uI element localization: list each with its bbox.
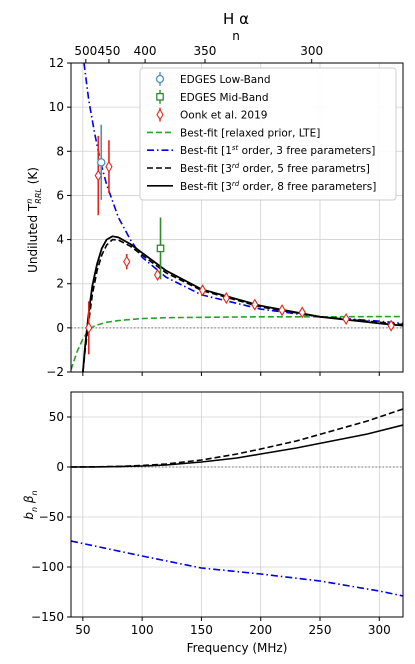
oonk-data-point: [387, 319, 395, 332]
top-axis-tick-label: 400: [134, 44, 157, 58]
edges-mid-band-point: [156, 244, 165, 253]
oonk-data-point: [251, 298, 259, 311]
legend-item: Oonk et al. 2019: [156, 107, 267, 122]
oonk-data-point: [94, 169, 102, 182]
oonk-data-point: [198, 284, 207, 297]
y-tick-label: −100: [31, 560, 64, 574]
y-tick-label: 8: [56, 144, 64, 158]
x-tick-label: 200: [249, 623, 272, 637]
legend-label: Oonk et al. 2019: [180, 110, 267, 122]
legend-label: Best-fit [relaxed prior, LTE]: [180, 127, 320, 139]
top-panel-x-ticks: [82, 372, 380, 376]
bottom-panel-x-ticks: 50 100 150 200 250 300: [75, 617, 391, 637]
y-tick-label: −2: [46, 365, 64, 379]
y-tick-label: −150: [31, 610, 64, 624]
x-tick-label: 250: [309, 623, 332, 637]
legend-label: EDGES Mid-Band: [180, 92, 269, 104]
y-tick-label: 6: [56, 188, 64, 202]
legend-box: [139, 67, 397, 201]
oonk-data-point: [85, 321, 93, 334]
y-tick-label: −50: [39, 510, 64, 524]
oonk-data-point: [222, 291, 230, 305]
top-axis-tick-label: 300: [300, 44, 323, 58]
oonk-data-point: [298, 306, 306, 319]
bottom-panel-y-ticks: −150 −100 −50 0 50: [31, 410, 71, 624]
x-axis-label: Frequency (MHz): [187, 641, 288, 655]
top-axis-label: H α: [223, 10, 249, 28]
top-panel-frame: [70, 62, 404, 373]
legend-item: Best-fit [1st order, 3 free parameters]: [147, 144, 375, 157]
oonk-data-point: [123, 255, 131, 268]
bottom-panel-plot: [71, 408, 403, 597]
top-panel-y-label: Undiluted TnRRL (K): [25, 167, 43, 273]
top-series-line-4: [82, 235, 403, 372]
oonk-data-point: [105, 160, 113, 173]
top-axis-sublabel: n: [232, 29, 240, 43]
x-tick-label: 150: [190, 623, 213, 637]
x-tick-label: 50: [75, 623, 90, 637]
top-series-line-3: [82, 238, 403, 372]
legend-label: Best-fit [1st order, 3 free parameters]: [180, 144, 375, 157]
top-series-line-1: [71, 315, 403, 371]
top-axis-tick-label: 350: [194, 44, 217, 58]
legend-item: Best-fit [3rd order, 5 free parametrs]: [147, 162, 370, 175]
bottom-panel-y-label: bn βn: [22, 490, 39, 519]
x-tick-label: 100: [131, 623, 154, 637]
oonk-data-point: [153, 268, 162, 281]
y-tick-label: 10: [49, 100, 64, 114]
y-tick-label: 12: [49, 56, 64, 70]
top-secondary-ticks: 500 450 400 350 300: [74, 44, 323, 63]
top-axis-tick-label: 500: [74, 44, 97, 58]
edges-low-band-point: [96, 158, 106, 167]
y-tick-label: 2: [56, 277, 64, 291]
legend-label: Best-fit [3rd order, 8 free parameters]: [180, 180, 376, 193]
top-panel-y-ticks: −2 0 2 4 6 8 10 12: [46, 56, 71, 379]
x-tick-label: 300: [368, 623, 391, 637]
legend-label: EDGES Low-Band: [180, 74, 271, 86]
bottom-series-line-3: [71, 424, 403, 468]
legend-marker-square: [156, 92, 164, 101]
legend-item: EDGES Low-Band: [155, 72, 271, 86]
legend: EDGES Low-Band EDGES Mid-Band Oonk et al. …: [139, 67, 397, 201]
y-tick-label: 0: [56, 321, 64, 335]
top-panel-plot: [71, 63, 403, 372]
y-tick-label: 50: [49, 410, 64, 424]
oonk-data-point: [278, 304, 286, 317]
legend-marker-circle: [155, 74, 165, 84]
y-tick-label: 0: [56, 460, 64, 474]
bottom-panel-grid: [71, 392, 403, 618]
legend-item: Best-fit [relaxed prior, LTE]: [147, 127, 320, 139]
legend-marker-diamond: [156, 108, 164, 121]
bottom-series-line-1: [71, 540, 403, 597]
legend-item: EDGES Mid-Band: [156, 89, 269, 104]
oonk-data-point: [342, 312, 350, 326]
legend-item: Best-fit [3rd order, 8 free parameters]: [147, 180, 376, 193]
y-tick-label: 4: [56, 233, 64, 247]
bottom-series-line-2: [71, 408, 403, 468]
bottom-panel-frame: [70, 391, 404, 618]
top-axis-tick-label: 450: [97, 44, 120, 58]
legend-label: Best-fit [3rd order, 5 free parametrs]: [180, 162, 370, 175]
